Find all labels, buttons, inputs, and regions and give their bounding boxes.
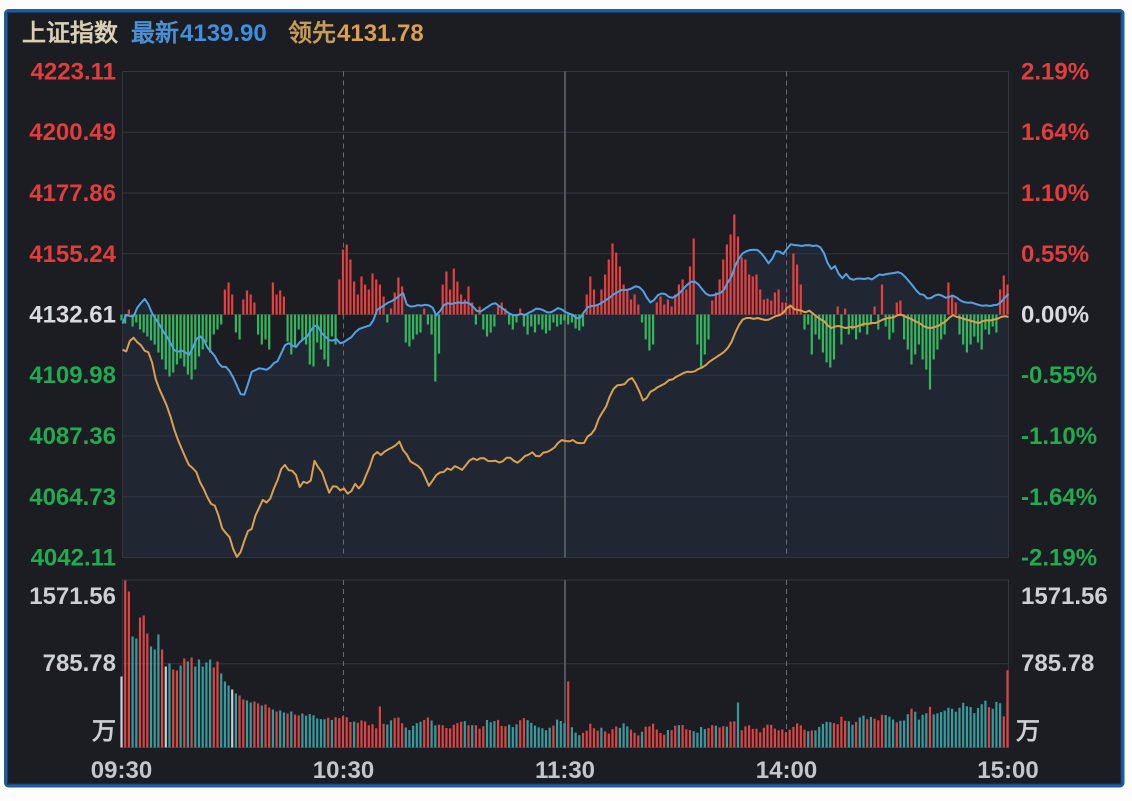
- svg-text:上证指数: 上证指数: [22, 20, 119, 47]
- svg-text:15:00: 15:00: [977, 757, 1038, 784]
- svg-text:4139.90: 4139.90: [180, 20, 267, 47]
- svg-text:-0.55%: -0.55%: [1021, 362, 1097, 389]
- svg-text:-2.19%: -2.19%: [1021, 545, 1097, 572]
- svg-text:万: 万: [1016, 718, 1040, 745]
- svg-text:万: 万: [92, 718, 116, 745]
- svg-text:-1.64%: -1.64%: [1021, 484, 1097, 511]
- svg-text:10:30: 10:30: [313, 757, 374, 784]
- svg-text:4177.86: 4177.86: [29, 180, 116, 207]
- svg-text:2.19%: 2.19%: [1021, 59, 1089, 86]
- svg-text:14:00: 14:00: [756, 757, 817, 784]
- svg-text:1.10%: 1.10%: [1021, 180, 1089, 207]
- svg-text:4132.61: 4132.61: [29, 302, 116, 329]
- svg-text:4042.11: 4042.11: [31, 545, 116, 572]
- svg-text:4109.98: 4109.98: [29, 362, 116, 389]
- svg-text:4064.73: 4064.73: [29, 484, 116, 511]
- svg-text:最新: 最新: [131, 19, 179, 47]
- svg-text:785.78: 785.78: [43, 650, 116, 677]
- svg-text:领先: 领先: [288, 19, 336, 47]
- svg-text:0.00%: 0.00%: [1021, 302, 1089, 329]
- svg-text:1.64%: 1.64%: [1021, 119, 1089, 146]
- svg-text:4155.24: 4155.24: [29, 241, 116, 268]
- svg-text:1571.56: 1571.56: [1021, 583, 1108, 610]
- svg-text:4087.36: 4087.36: [29, 423, 116, 450]
- svg-text:0.55%: 0.55%: [1021, 241, 1089, 268]
- svg-text:-1.10%: -1.10%: [1021, 423, 1097, 450]
- svg-text:4200.49: 4200.49: [29, 119, 116, 146]
- svg-text:785.78: 785.78: [1021, 650, 1094, 677]
- svg-text:09:30: 09:30: [91, 757, 152, 784]
- svg-text:4223.11: 4223.11: [31, 59, 116, 86]
- svg-text:4131.78: 4131.78: [337, 20, 424, 47]
- svg-text:1571.56: 1571.56: [29, 583, 116, 610]
- svg-text:11:30: 11:30: [535, 757, 595, 784]
